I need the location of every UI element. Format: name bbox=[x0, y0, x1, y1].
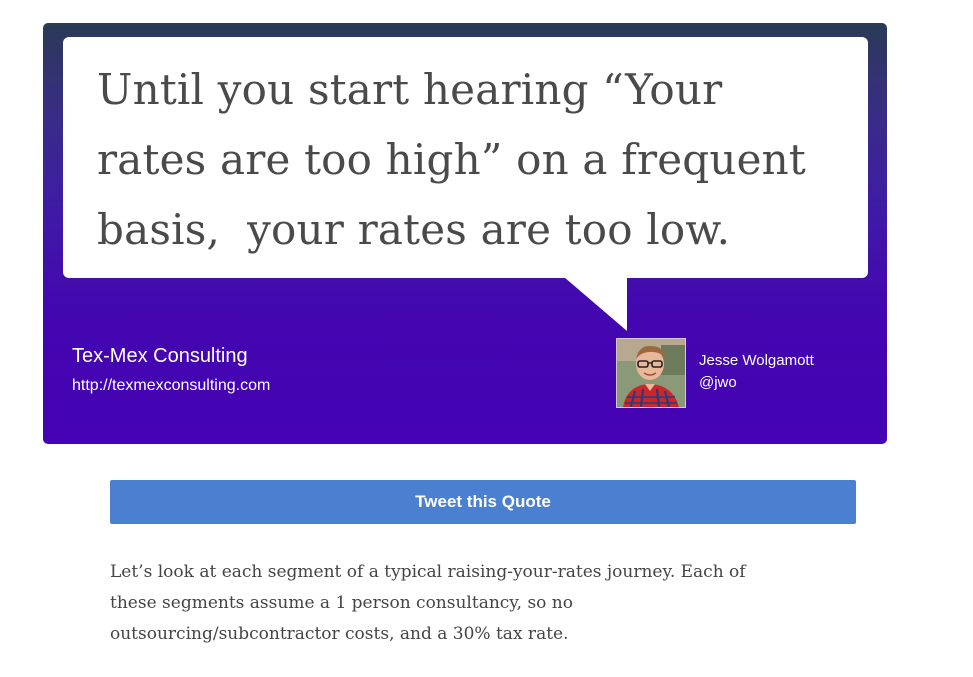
quote-bubble: Until you start hearing “Your rates are t… bbox=[63, 37, 868, 278]
author-handle[interactable]: @jwo bbox=[699, 374, 737, 391]
quote-line: rates are too high” on a frequent bbox=[97, 135, 806, 184]
quote-card: Until you start hearing “Your rates are t… bbox=[43, 23, 887, 444]
quote-line: basis, your rates are too low. bbox=[97, 205, 731, 254]
author-name: Jesse Wolgamott bbox=[699, 352, 814, 369]
tweet-quote-button[interactable]: Tweet this Quote bbox=[110, 480, 856, 524]
company-name: Tex-Mex Consulting bbox=[72, 345, 248, 367]
speech-bubble-tail bbox=[564, 277, 627, 331]
person-photo-icon bbox=[617, 339, 685, 407]
company-url: http://texmexconsulting.com bbox=[72, 377, 271, 394]
quote-text: Until you start hearing “Your rates are t… bbox=[97, 55, 837, 265]
paragraph-line: these segments assume a 1 person consult… bbox=[110, 593, 573, 613]
paragraph-line: Let’s look at each segment of a typical … bbox=[110, 562, 746, 582]
quote-line: Until you start hearing “Your bbox=[97, 65, 723, 114]
author-avatar bbox=[616, 338, 686, 408]
paragraph-line: outsourcing/subcontractor costs, and a 3… bbox=[110, 624, 569, 644]
body-paragraph: Let’s look at each segment of a typical … bbox=[110, 557, 830, 650]
